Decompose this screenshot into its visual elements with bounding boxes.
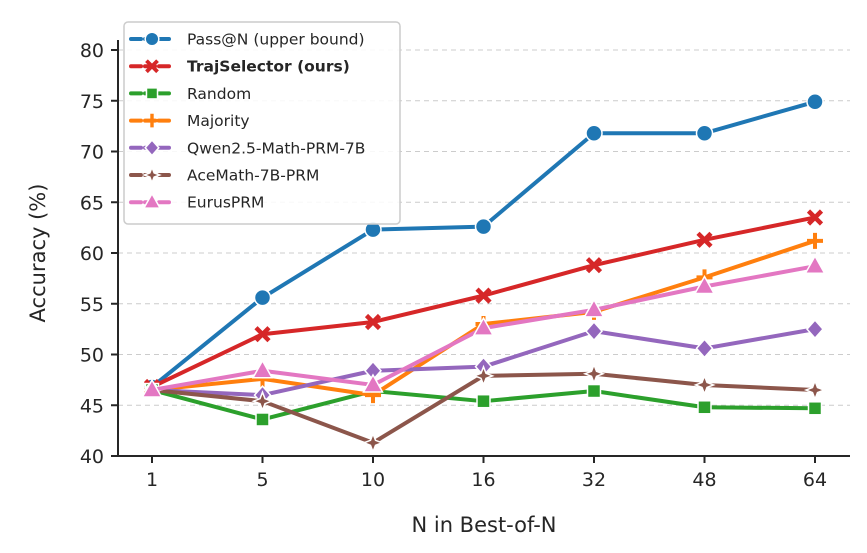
plus-marker [807, 232, 823, 249]
legend-entry: Pass@N (upper bound) [129, 31, 365, 49]
legend-entry: TrajSelector (ours) [129, 58, 350, 76]
star4-marker [472, 364, 495, 387]
y-tick-label: 45 [80, 395, 104, 417]
legend-entry: Majority [129, 112, 250, 130]
star4-marker [251, 390, 274, 413]
x-marker [364, 313, 382, 331]
triangle-marker [583, 298, 605, 318]
legend-entry: Qwen2.5-Math-PRM-7B [129, 139, 365, 157]
x-ticks: 1 5 10 16 32 48 64 [146, 456, 827, 491]
legend-label: Random [187, 85, 251, 103]
y-ticks: 40 45 50 55 60 65 70 75 80 [80, 40, 118, 468]
x-tick-label: 5 [256, 469, 268, 491]
legend-label: EurusPRM [187, 194, 264, 212]
legend-label: Qwen2.5-Math-PRM-7B [187, 139, 365, 157]
square-marker [476, 393, 491, 409]
triangle-marker [142, 192, 162, 209]
x-marker [806, 209, 824, 226]
y-tick-label: 50 [80, 345, 104, 367]
series-group [140, 93, 827, 454]
square-marker [586, 383, 602, 399]
y-tick-label: 70 [80, 142, 104, 164]
x-axis-label: N in Best-of-N [411, 513, 556, 537]
y-tick-label: 65 [80, 192, 104, 214]
y-tick-label: 60 [80, 243, 104, 265]
diamond-marker [144, 139, 160, 157]
circle-marker [585, 124, 603, 142]
legend-entry: EurusPRM [129, 192, 264, 212]
legend-entry: AceMath-7B-PRM [129, 165, 319, 185]
y-tick-label: 40 [80, 446, 104, 468]
x-marker [696, 231, 713, 248]
triangle-marker [804, 254, 826, 274]
y-axis-label: Accuracy (%) [26, 184, 50, 323]
diamond-marker [805, 318, 825, 340]
legend: Pass@N (upper bound) TrajSelector (ours) R… [123, 21, 401, 225]
square-marker [807, 401, 823, 416]
legend-entry: Random [129, 85, 251, 103]
legend-label: TrajSelector (ours) [187, 58, 350, 76]
circle-marker [144, 31, 160, 47]
circle-marker [695, 124, 714, 142]
x-marker [475, 287, 492, 304]
x-tick-label: 48 [692, 469, 716, 491]
square-marker [145, 87, 159, 100]
x-tick-label: 16 [471, 469, 495, 491]
series-random [144, 382, 823, 427]
star4-marker [361, 431, 385, 454]
y-tick-label: 80 [80, 40, 104, 62]
circle-marker [474, 217, 493, 236]
triangle-marker [251, 359, 274, 379]
legend-label: Majority [187, 112, 250, 130]
y-tick-label: 75 [80, 91, 104, 113]
triangle-marker [141, 378, 163, 398]
diamond-marker [695, 338, 714, 359]
triangle-marker [472, 316, 495, 336]
star4-marker [582, 362, 606, 385]
legend-label: AceMath-7B-PRM [187, 167, 319, 185]
series-eurusprm [141, 254, 826, 398]
x-marker [254, 326, 271, 343]
star4-marker [693, 373, 716, 397]
x-tick-label: 10 [361, 469, 385, 491]
square-marker [697, 400, 712, 415]
x-tick-label: 1 [146, 469, 158, 491]
square-marker [255, 412, 270, 427]
x-marker [585, 257, 603, 274]
circle-marker [253, 288, 272, 307]
circle-marker [806, 93, 824, 111]
x-marker [145, 59, 159, 74]
triangle-marker [362, 373, 384, 393]
x-tick-label: 32 [582, 469, 606, 491]
star4-marker [142, 165, 162, 185]
legend-label: Pass@N (upper bound) [187, 31, 365, 49]
x-tick-label: 64 [803, 469, 827, 491]
star4-marker [803, 378, 827, 402]
y-tick-label: 55 [80, 294, 104, 316]
plus-marker [145, 113, 159, 128]
diamond-marker [584, 321, 604, 342]
triangle-marker [693, 274, 716, 295]
